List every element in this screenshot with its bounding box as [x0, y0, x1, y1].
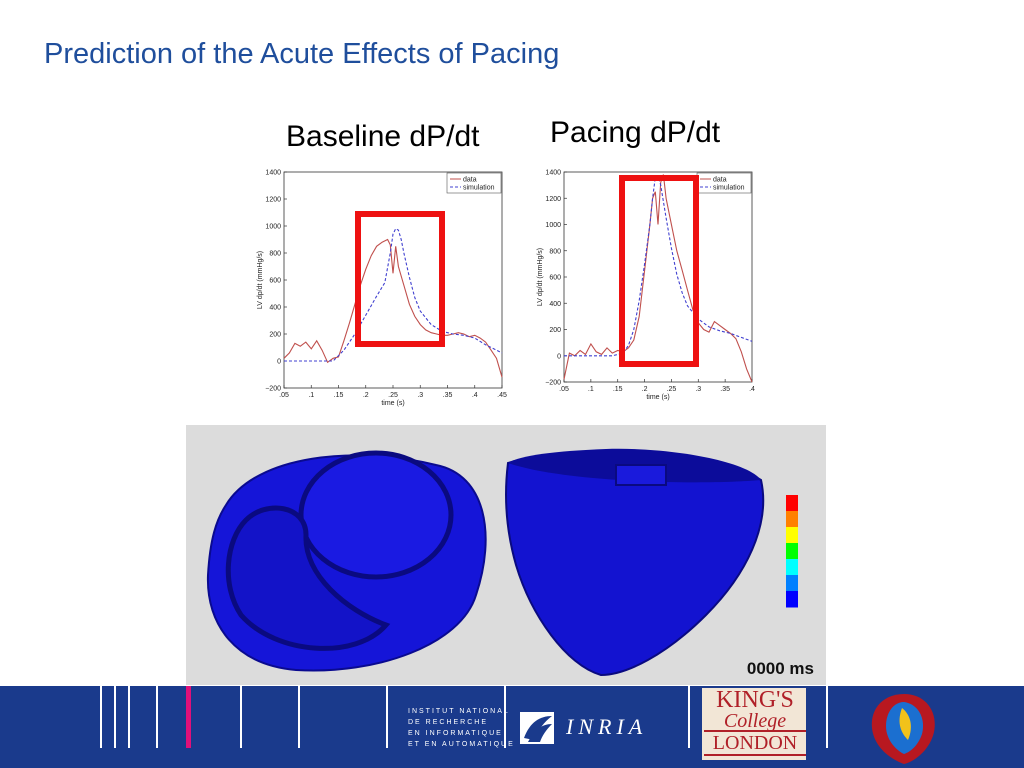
- y-tick-label: 1400: [265, 170, 281, 177]
- colorbar-segment: [786, 543, 798, 560]
- x-tick-label: .4: [749, 386, 755, 393]
- x-tick-label: .15: [334, 392, 344, 399]
- y-tick-label: 1400: [545, 170, 561, 177]
- inria-wordmark: INRIA: [566, 714, 648, 739]
- x-tick-label: .4: [472, 392, 478, 399]
- y-axis-label: LV dp/dt (mmHg/s): [257, 251, 264, 309]
- plot-area: [283, 171, 503, 389]
- x-axis-label: time (s): [646, 394, 669, 401]
- heart-mesh-base-view: [206, 450, 487, 672]
- heart-mesh-side-view: [505, 448, 765, 677]
- x-tick-label: .25: [388, 392, 398, 399]
- legend-label-simulation: simulation: [713, 185, 745, 192]
- kings-college-logo: KING'S College LONDON: [704, 688, 806, 760]
- colorbar: [786, 495, 798, 608]
- colorbar-segment: [786, 495, 798, 512]
- x-tick-label: .1: [308, 392, 314, 399]
- legend-box: [446, 172, 502, 194]
- y-tick-label: 1000: [545, 222, 561, 229]
- x-axis-label: time (s): [381, 400, 404, 407]
- inria-line-1: INSTITUT NATIONAL: [408, 708, 510, 715]
- x-tick-label: .2: [363, 392, 369, 399]
- kings-line-2: College: [723, 710, 787, 732]
- baseline-peak-highlight-box: [355, 211, 445, 347]
- y-tick-label: 800: [549, 248, 561, 255]
- y-tick-label: −200: [545, 380, 561, 387]
- inria-line-3: EN INFORMATIQUE: [408, 730, 503, 737]
- kings-line-3: LONDON: [704, 730, 806, 756]
- x-tick-label: .2: [642, 386, 648, 393]
- kings-logo-background: [702, 688, 806, 760]
- inria-emblem-icon: [520, 712, 554, 744]
- y-tick-label: 1000: [265, 224, 281, 231]
- x-tick-label: .25: [667, 386, 677, 393]
- y-tick-label: −200: [265, 386, 281, 393]
- y-tick-label: 200: [269, 332, 281, 339]
- baseline-dpdt-chart: .05 .1 .15 .2 .25 .3 .35 .4 .45 −200 0 200 400 600 800…: [257, 170, 507, 408]
- pacing-chart-title: Pacing dP/dt: [550, 116, 721, 149]
- colorbar-segment: [786, 559, 798, 576]
- series-line-data: [563, 174, 753, 383]
- heart-simulation-panel: 0000 ms: [186, 425, 826, 685]
- colorbar-segment: [786, 575, 798, 592]
- x-tick-label: .3: [695, 386, 701, 393]
- legend-label-data: data: [713, 177, 727, 184]
- inria-institute-text: INSTITUT NATIONAL DE RECHERCHE EN INFORM…: [408, 706, 515, 750]
- time-readout: 0000 ms: [746, 659, 814, 678]
- inria-line-4: ET EN AUTOMATIQUE: [408, 741, 515, 748]
- legend-label-simulation: simulation: [463, 185, 495, 192]
- series-line-data: [283, 238, 503, 378]
- inria-logo: INRIA: [518, 708, 678, 748]
- inria-line-2: DE RECHERCHE: [408, 719, 489, 726]
- plot-area: [563, 171, 753, 383]
- footer-bar: [0, 686, 1024, 768]
- y-tick-label: 200: [549, 327, 561, 334]
- pacing-dpdt-chart: .05 .1 .15 .2 .25 .3 .35 .4 −200 0 200 400 600 800 100…: [537, 170, 755, 402]
- y-tick-label: 800: [269, 251, 281, 258]
- x-tick-label: .45: [497, 392, 507, 399]
- pacing-peak-highlight-box: [619, 175, 699, 367]
- heart-crest-icon: [871, 694, 935, 764]
- legend-label-data: data: [463, 177, 477, 184]
- y-tick-label: 0: [557, 353, 561, 360]
- y-tick-label: 0: [277, 359, 281, 366]
- y-tick-label: 1200: [545, 196, 561, 203]
- slide-title: Prediction of the Acute Effects of Pacin…: [44, 38, 560, 70]
- kings-line-1: KING'S: [716, 687, 794, 713]
- x-tick-label: .15: [613, 386, 623, 393]
- colorbar-segment: [786, 511, 798, 528]
- y-tick-label: 1200: [265, 197, 281, 204]
- y-tick-label: 400: [269, 305, 281, 312]
- y-tick-label: 600: [549, 275, 561, 282]
- x-tick-label: .05: [279, 392, 289, 399]
- colorbar-segment: [786, 591, 798, 608]
- x-tick-label: .35: [443, 392, 453, 399]
- x-tick-label: .3: [417, 392, 423, 399]
- series-line-simulation: [284, 227, 503, 362]
- baseline-chart-title: Baseline dP/dt: [286, 120, 480, 153]
- y-axis-label: LV dp/dt (mmHg/s): [537, 248, 544, 306]
- x-tick-label: .1: [588, 386, 594, 393]
- y-tick-label: 600: [269, 278, 281, 285]
- colorbar-segment: [786, 527, 798, 544]
- y-tick-label: 400: [549, 301, 561, 308]
- x-tick-label: .05: [559, 386, 569, 393]
- x-tick-label: .35: [720, 386, 730, 393]
